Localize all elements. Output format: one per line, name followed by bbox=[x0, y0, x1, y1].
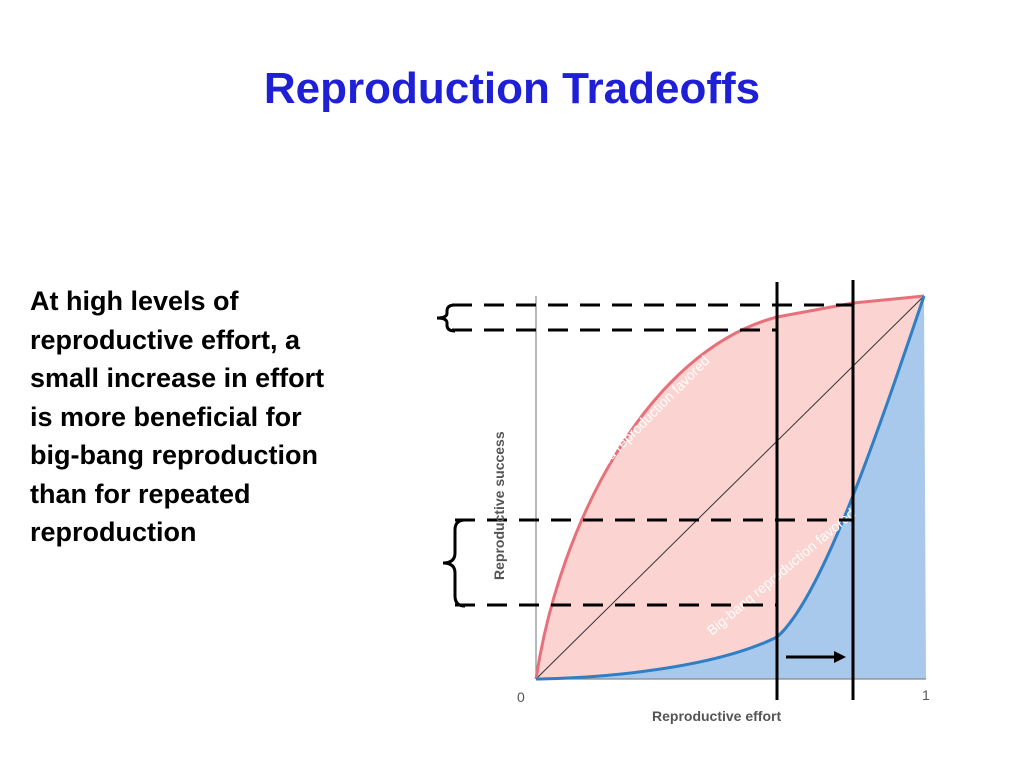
bigbang-region bbox=[536, 296, 926, 679]
explanation-text: At high levels of reproductive effort, a… bbox=[30, 282, 410, 552]
diagonal-line bbox=[535, 295, 925, 680]
explanation-line: small increase in effort bbox=[30, 363, 325, 393]
explanation-line: reproduction bbox=[30, 517, 197, 547]
slide-title: Reproduction Tradeoffs bbox=[263, 64, 761, 113]
explanation-line: At high levels of bbox=[30, 286, 239, 316]
increase-arrow-head bbox=[834, 651, 846, 663]
explanation-line: big-bang reproduction bbox=[30, 440, 318, 470]
explanation-line: reproductive effort, a bbox=[30, 324, 301, 355]
bigbang-curve bbox=[535, 295, 926, 681]
x-tick-start: 0 bbox=[517, 689, 525, 705]
explanation-line: is more beneficial for bbox=[30, 401, 302, 432]
explanation-line: than for repeated bbox=[30, 478, 251, 509]
y-axis-label: Reproductive success bbox=[491, 431, 507, 580]
large-brace bbox=[442, 518, 466, 608]
x-axis-label: Reproductive effort bbox=[652, 708, 781, 724]
x-tick-end: 1 bbox=[922, 687, 930, 703]
small-brace bbox=[436, 303, 456, 333]
